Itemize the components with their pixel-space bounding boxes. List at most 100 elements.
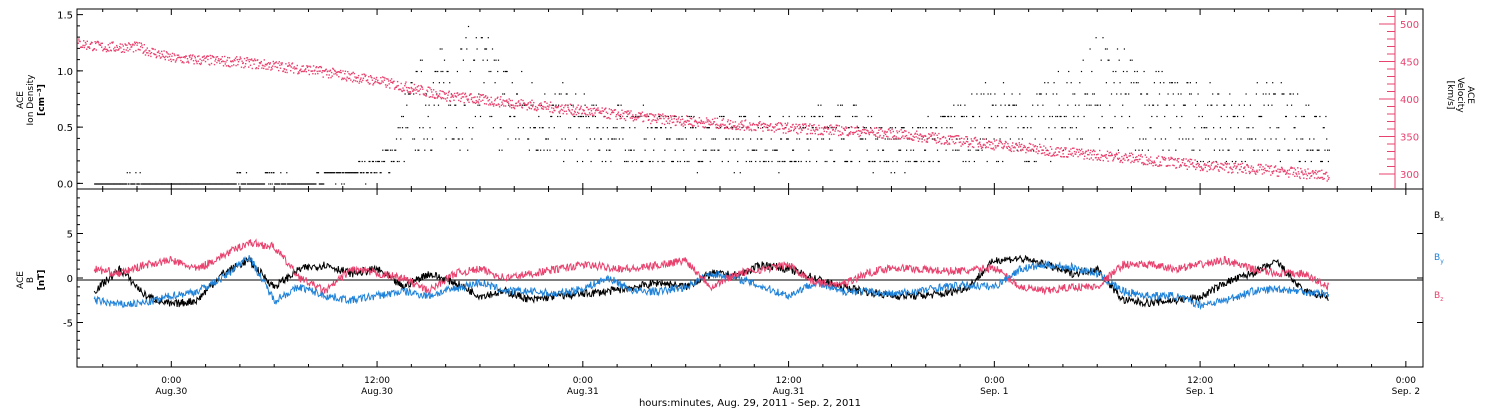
velocity-point [315,66,317,69]
velocity-point [274,65,276,68]
density-point [1214,138,1216,140]
density-point [422,127,424,129]
velocity-point [1295,173,1298,175]
density-point [924,149,926,151]
density-y-tick-label: 1.0 [57,67,73,78]
density-point [591,104,593,106]
density-point [582,160,584,163]
density-point [395,149,397,151]
density-point [1245,93,1247,95]
density-point [919,127,921,129]
velocity-point [1223,164,1225,166]
density-point [922,127,924,129]
velocity-point [723,124,725,126]
velocity-point [1099,149,1101,152]
velocity-point [383,76,385,79]
density-point [1305,104,1307,106]
density-point [149,183,152,185]
density-point [112,183,114,185]
velocity-point [227,64,229,67]
density-point [752,149,754,151]
velocity-point [1056,147,1058,149]
density-point [855,104,857,106]
density-point [856,115,858,118]
density-point [869,160,871,163]
density-point [1237,127,1239,129]
velocity-point [795,123,797,125]
velocity-point [216,61,218,64]
velocity-point [926,141,929,143]
density-point [560,93,562,95]
velocity-point [554,105,557,108]
velocity-point [1289,173,1291,175]
density-point [948,115,950,118]
density-point [481,37,483,39]
density-point [251,183,253,185]
density-point [1036,93,1038,95]
density-point [1176,115,1178,118]
velocity-point [1034,145,1037,147]
top-left-ylabel-line2: Ion Density [26,74,36,126]
velocity-point [293,72,295,74]
density-point [1108,59,1110,61]
density-point [527,138,529,140]
density-point [357,172,359,174]
velocity-point [769,124,771,126]
velocity-point [796,131,798,134]
density-point [1122,70,1125,73]
density-point [976,93,978,95]
velocity-point [889,130,891,132]
density-point [404,93,406,95]
density-point [944,115,946,118]
velocity-point [1129,155,1131,157]
density-point [690,115,692,118]
velocity-point [1109,155,1111,157]
density-point [1260,115,1262,118]
density-point [643,138,645,140]
velocity-point [1216,161,1218,164]
density-point [1226,115,1228,118]
density-point [467,25,470,28]
velocity-point [1223,169,1226,171]
velocity-point [1091,154,1093,156]
velocity-point [623,118,626,120]
velocity-point [326,74,328,76]
velocity-point [689,117,692,120]
velocity-point [174,54,176,57]
velocity-point [1086,157,1088,160]
velocity-point [616,118,618,120]
velocity-point [1269,165,1271,167]
density-point [1153,82,1155,84]
velocity-point [357,77,359,79]
density-point [1042,104,1044,106]
velocity-point [296,68,298,70]
velocity-point [222,60,224,62]
density-point [1304,160,1306,163]
velocity-point [577,104,579,106]
velocity-point [914,132,917,134]
density-point [168,183,170,185]
velocity-point [1100,156,1102,159]
velocity-point [614,109,617,111]
density-point [265,172,267,174]
density-point [810,115,813,118]
density-point [951,127,953,129]
velocity-point [712,123,714,125]
velocity-point [1088,158,1091,160]
velocity-point [320,65,322,68]
velocity-point [1121,161,1124,164]
velocity-point [374,81,376,84]
velocity-point [967,141,969,143]
velocity-point [717,124,719,127]
velocity-point [210,62,213,65]
density-point [956,149,958,151]
density-point [340,172,342,174]
density-point [1243,104,1245,106]
velocity-point [354,80,357,82]
density-point [847,127,849,129]
velocity-point [120,51,123,53]
velocity-point [534,108,536,110]
velocity-point [1076,149,1079,151]
density-point [1055,115,1057,118]
velocity-point [707,121,709,123]
